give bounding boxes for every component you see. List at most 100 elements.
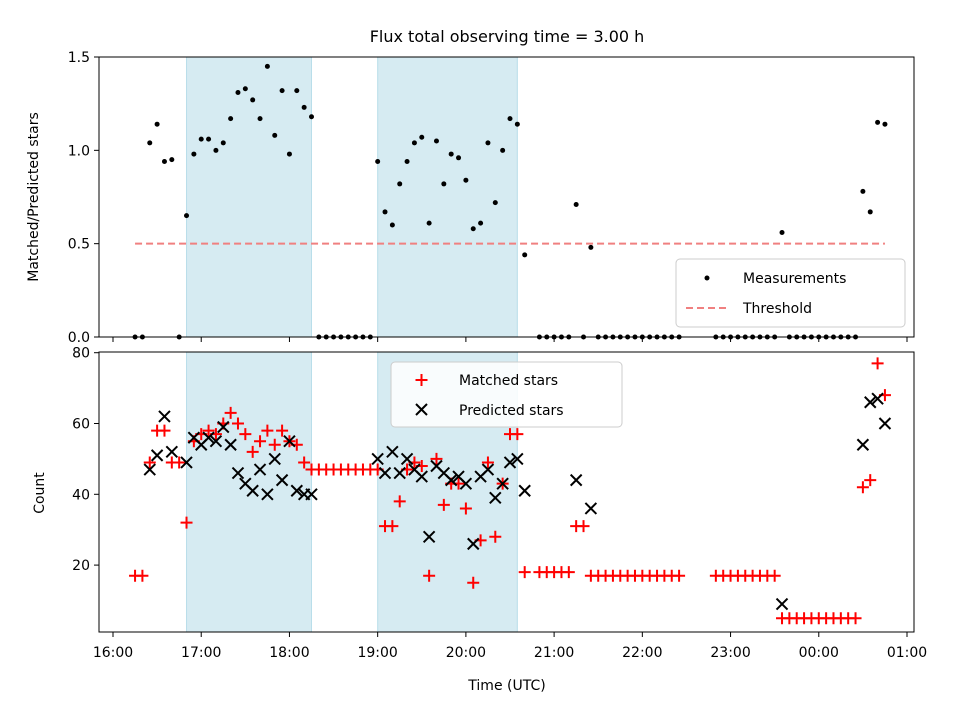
matched-star-point — [467, 576, 480, 589]
matched-star-point — [577, 520, 590, 533]
measurement-point — [514, 121, 520, 127]
measurement-point — [463, 177, 469, 183]
measurement-point — [228, 116, 234, 122]
matched-star-point — [180, 516, 193, 529]
top-legend: Measurements Threshold — [675, 258, 906, 328]
predicted-star-point — [481, 463, 495, 476]
matched-star-point — [423, 569, 436, 582]
matched-star-point — [437, 498, 450, 511]
predicted-star-point — [444, 473, 458, 487]
top-shading-layer — [186, 56, 518, 338]
matched-star-point — [386, 520, 399, 533]
matched-star-point — [246, 445, 259, 458]
predicted-star-point — [415, 470, 428, 483]
measurement-point — [257, 116, 263, 122]
x-tick-label: 20:00 — [446, 645, 486, 661]
predicted-star-point — [422, 530, 436, 543]
measurement-point — [264, 63, 270, 69]
measurement-point — [286, 151, 292, 157]
measurement-point — [779, 229, 785, 235]
measurement-point — [419, 134, 425, 140]
matched-star-point — [239, 428, 252, 441]
predicted-star-point — [371, 452, 384, 466]
measurement-point — [301, 104, 307, 110]
bottom-legend: Matched stars Predicted stars — [390, 361, 623, 428]
matched-star-point — [202, 424, 215, 437]
predicted-star-point — [871, 392, 884, 405]
matched-star-point — [481, 456, 494, 469]
x-tick-label: 17:00 — [181, 645, 221, 661]
x-tick-label: 01:00 — [887, 645, 927, 661]
bottom-legend-box — [390, 361, 623, 428]
measurement-point — [147, 140, 153, 146]
predicted-star-point — [180, 456, 193, 469]
predicted-star-point — [856, 438, 870, 451]
predicted-star-point — [165, 445, 179, 459]
matched-star-point — [393, 495, 406, 508]
measurement-point — [426, 220, 432, 226]
predicted-star-point — [143, 463, 156, 476]
measurement-point — [191, 151, 197, 157]
matched-star-point — [276, 424, 289, 437]
matched-star-point — [489, 530, 502, 543]
y-tick-label: 60 — [72, 417, 90, 433]
measurement-point — [456, 155, 462, 161]
measurement-point — [397, 181, 403, 187]
measurement-point — [867, 209, 873, 215]
measurement-point — [492, 200, 498, 206]
measurement-point — [573, 201, 579, 207]
shaded-interval — [186, 351, 313, 633]
x-axis-label: Time (UTC) — [467, 678, 545, 694]
measurement-point — [184, 213, 190, 219]
predicted-star-point — [253, 463, 267, 476]
matched-legend-label: Matched stars — [459, 373, 558, 389]
measurement-point — [433, 138, 439, 144]
bottom-panel: 20 40 60 80 16:00 17:00 18:00 19:00 20:00 21:00 2… — [32, 346, 927, 694]
measurement-point — [404, 159, 410, 165]
bottom-y-axis-label: Count — [32, 472, 48, 514]
x-tick-label: 19:00 — [357, 645, 397, 661]
measurement-point — [169, 157, 175, 163]
measurement-point — [522, 252, 528, 258]
y-tick-label: 0.5 — [68, 237, 90, 253]
bottom-x-ticks: 16:00 17:00 18:00 19:00 20:00 21:00 22:00 23:00… — [93, 632, 927, 661]
predicted-star-point — [283, 434, 296, 448]
y-tick-label: 80 — [72, 346, 90, 362]
bottom-axes-frame — [98, 351, 915, 633]
matched-star-point — [768, 569, 781, 582]
matched-star-point — [143, 456, 156, 469]
measurement-point — [875, 119, 881, 125]
matched-star-point — [849, 612, 862, 625]
predicted-legend-label: Predicted stars — [459, 403, 564, 419]
predicted-star-point — [467, 537, 480, 551]
matched-star-point — [298, 456, 311, 469]
matched-star-point — [254, 435, 267, 448]
measurement-point — [213, 147, 219, 153]
measurement-point — [161, 159, 167, 165]
predicted-star-point — [878, 417, 892, 430]
top-panel: 0.0 0.5 1.0 1.5 Matched/Predicted stars Mea… — [26, 50, 915, 346]
measurement-point — [500, 147, 506, 153]
matched-star-point — [158, 424, 171, 437]
matched-star-point — [430, 452, 443, 465]
matched-star-point — [261, 424, 274, 437]
matched-star-point — [856, 481, 869, 494]
measurement-point — [882, 121, 888, 127]
x-tick-label: 00:00 — [799, 645, 839, 661]
measurement-point — [154, 121, 160, 127]
measurement-point — [198, 136, 204, 142]
measurement-point — [441, 181, 447, 187]
predicted-star-point — [209, 434, 223, 448]
measurement-point — [242, 86, 248, 92]
measurement-point — [375, 159, 381, 165]
measurement-point — [250, 97, 256, 103]
x-tick-label: 21:00 — [534, 645, 574, 661]
predicted-star-point — [459, 477, 473, 490]
measurement-point — [309, 114, 314, 120]
matched-star-point — [562, 566, 575, 579]
x-tick-label: 22:00 — [622, 645, 662, 661]
x-tick-label: 23:00 — [710, 645, 750, 661]
matched-legend-marker — [415, 374, 428, 386]
bottom-y-ticks: 20 40 60 80 — [72, 346, 99, 574]
